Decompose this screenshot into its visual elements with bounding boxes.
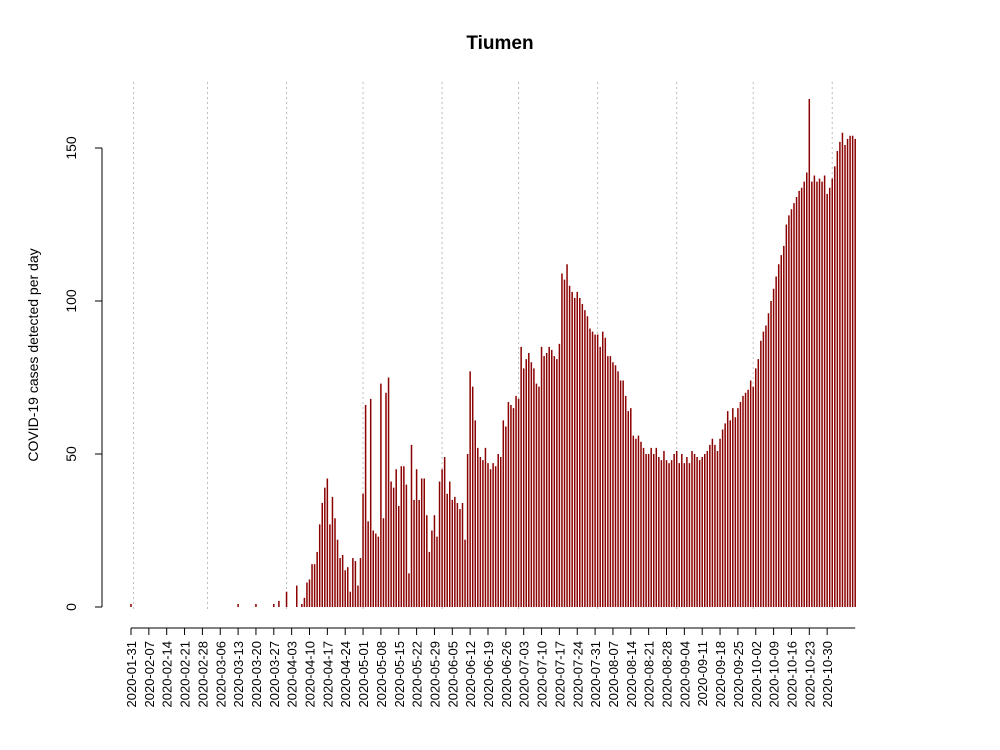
x-tick-label: 2020-06-05 [445,641,460,708]
x-tick-label: 2020-09-25 [731,641,746,708]
x-axis: 2020-01-31 2020-02-07 2020-02-14 2020-02-21… [124,627,856,708]
x-tick-label: 2020-04-24 [338,641,353,708]
x-tick-label: 2020-07-24 [570,641,585,708]
y-tick-label: 150 [63,136,79,160]
x-tick-label: 2020-07-31 [588,641,603,708]
x-tick-label: 2020-03-20 [249,641,264,708]
x-tick-label: 2020-09-11 [695,641,710,707]
x-tick-label: 2020-02-07 [142,641,157,708]
x-tick-label: 2020-05-22 [410,641,425,708]
x-tick-label: 2020-07-03 [517,641,532,708]
x-tick-label: 2020-02-28 [195,641,210,708]
x-tick-label: 2020-08-21 [642,641,657,708]
x-tick-label: 2020-03-06 [213,641,228,708]
y-tick-label: 50 [63,446,79,462]
x-tick-label: 2020-08-28 [660,641,675,708]
x-tick-label: 2020-10-02 [749,641,764,708]
x-tick-label: 2020-05-01 [356,641,371,708]
x-tick-label: 2020-02-14 [160,641,175,708]
y-axis: 0 50 100 150 [63,136,103,611]
x-tick-label: 2020-03-27 [267,641,282,708]
x-tick-label: 2020-05-08 [374,641,389,708]
x-tick-label: 2020-06-26 [499,641,514,708]
bars [130,99,856,607]
x-tick-label: 2020-09-04 [677,641,692,708]
x-tick-label: 2020-10-23 [802,641,817,708]
x-tick-label: 2020-10-16 [784,641,799,708]
x-tick-label: 2020-10-09 [767,641,782,708]
x-tick-label: 2020-06-12 [463,641,478,708]
x-tick-label: 2020-06-19 [481,641,496,708]
x-tick-label: 2020-04-10 [303,641,318,708]
x-tick-label: 2020-02-21 [178,641,193,708]
y-tick-label: 100 [63,289,79,313]
x-tick-label: 2020-08-14 [624,641,639,708]
x-tick-label: 2020-05-15 [392,641,407,708]
x-tick-label: 2020-07-17 [552,641,567,708]
x-tick-label: 2020-09-18 [713,641,728,708]
x-tick-label: 2020-07-10 [535,641,550,708]
y-axis-label: COVID-19 cases detected per day [25,248,41,461]
chart-title: Tiumen [466,33,533,54]
x-tick-label: 2020-03-13 [231,641,246,708]
x-tick-label: 2020-04-03 [285,641,300,708]
x-tick-label: 2020-01-31 [124,641,139,708]
x-tick-label: 2020-05-29 [427,641,442,708]
x-tick-label: 2020-08-07 [606,641,621,708]
x-tick-label: 2020-10-30 [820,641,835,708]
x-tick-label: 2020-04-17 [320,641,335,708]
y-tick-label: 0 [63,603,79,611]
